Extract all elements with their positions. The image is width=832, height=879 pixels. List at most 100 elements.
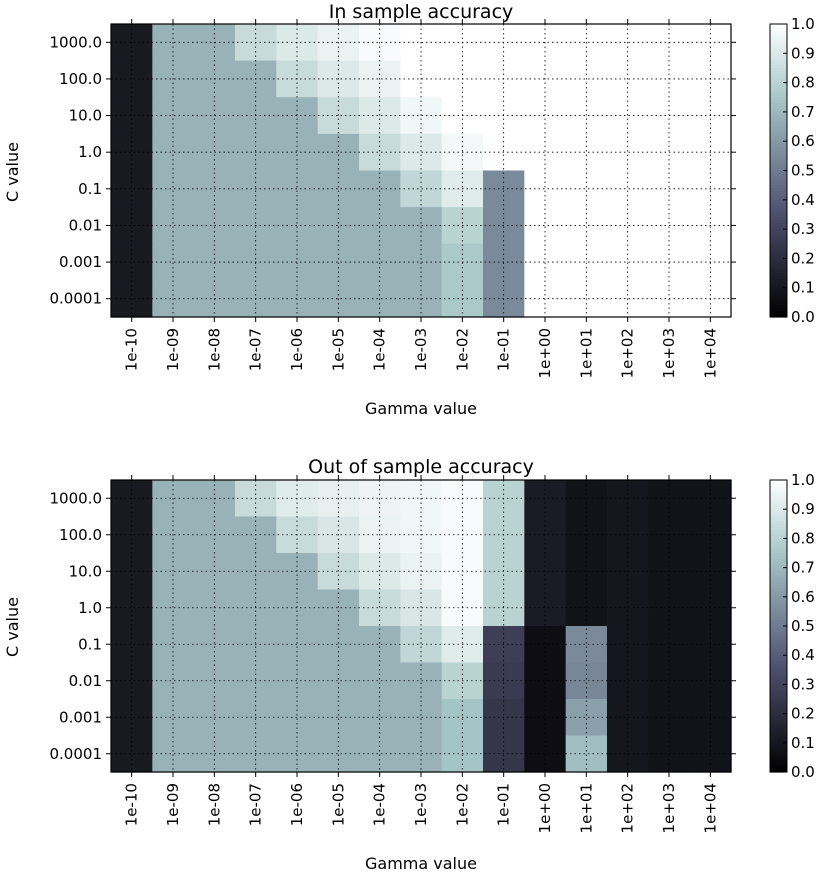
colorbar-tick-label: 0.3 bbox=[791, 220, 815, 238]
colorbar-segment bbox=[770, 293, 787, 298]
colorbar-segment bbox=[770, 237, 787, 242]
colorbar-segment bbox=[770, 217, 787, 221]
colorbar-segment bbox=[770, 155, 787, 160]
colorbar-segment bbox=[770, 553, 787, 557]
colorbar-tick-label: 0.2 bbox=[791, 249, 815, 267]
x-tick-label: 1e-08 bbox=[205, 328, 223, 371]
heatmap-cell bbox=[524, 662, 567, 700]
heatmap-cell bbox=[524, 170, 567, 208]
colorbar-segment bbox=[770, 135, 787, 139]
colorbar-segment bbox=[770, 164, 787, 169]
colorbar-segment bbox=[770, 497, 787, 502]
colorbar-segment bbox=[770, 88, 787, 92]
colorbar-segment bbox=[770, 535, 787, 539]
axis-ticks: 1000.0 100.0 10.0 1.0 0.1 0.01 0.001 0.0001 1e-1… bbox=[50, 475, 736, 833]
colorbar-segment bbox=[770, 754, 787, 758]
colorbar-segment bbox=[770, 220, 787, 224]
colorbar-segment bbox=[770, 152, 787, 157]
colorbar-segment bbox=[770, 602, 787, 607]
x-tick-label: 1e-03 bbox=[412, 328, 430, 371]
heatmap-cell bbox=[565, 699, 608, 737]
colorbar-segment bbox=[770, 564, 787, 569]
heatmap-cell bbox=[152, 170, 195, 208]
colorbar-segment bbox=[770, 120, 787, 125]
colorbar-segment bbox=[770, 699, 787, 703]
colorbar-tick-label: 0.9 bbox=[791, 44, 815, 62]
colorbar-segment bbox=[770, 123, 787, 128]
colorbar-segment bbox=[770, 299, 787, 303]
colorbar-segment bbox=[770, 211, 787, 216]
grid-lines bbox=[111, 24, 731, 317]
colorbar-segment bbox=[770, 599, 787, 604]
colorbar-segment bbox=[770, 515, 787, 519]
x-tick-label: 1e+04 bbox=[701, 328, 719, 378]
colorbar-segment bbox=[770, 710, 787, 715]
x-tick-label: 1e-04 bbox=[371, 783, 389, 826]
colorbar-segment bbox=[770, 769, 787, 773]
colorbar-segment bbox=[770, 766, 787, 770]
colorbar-tick-label: 0.3 bbox=[791, 675, 815, 693]
colorbar-tick-label: 0.5 bbox=[791, 162, 815, 180]
colorbar-segment bbox=[770, 252, 787, 257]
x-tick-label: 1e-09 bbox=[164, 328, 182, 371]
x-tick-label: 1e-10 bbox=[123, 328, 141, 371]
heatmap-cells bbox=[111, 24, 732, 318]
colorbar-segment bbox=[770, 32, 787, 37]
colorbar-segment bbox=[770, 719, 787, 723]
colorbar-segment bbox=[770, 550, 787, 554]
heatmap-cell bbox=[565, 589, 608, 627]
x-tick-label: 1e-06 bbox=[288, 328, 306, 371]
colorbar-segment bbox=[770, 643, 787, 648]
colorbar-segment bbox=[770, 614, 787, 618]
x-tick-label: 1e-04 bbox=[371, 328, 389, 371]
colorbar-segment bbox=[770, 658, 787, 662]
y-tick-label: 0.01 bbox=[69, 672, 102, 690]
colorbar-segment bbox=[770, 182, 787, 186]
colorbar-segment bbox=[770, 763, 787, 767]
colorbar-segment bbox=[770, 53, 787, 57]
colorbar-segment bbox=[770, 655, 787, 659]
colorbar-segment bbox=[770, 126, 787, 131]
y-tick-label: 0.001 bbox=[59, 708, 102, 726]
colorbar-tick-label: 0.4 bbox=[791, 646, 815, 664]
colorbar-segment bbox=[770, 681, 787, 685]
colorbar-segment bbox=[770, 631, 787, 636]
heatmap-cell bbox=[111, 626, 153, 664]
x-tick-label: 1e+01 bbox=[577, 783, 595, 833]
colorbar-segment bbox=[770, 196, 787, 201]
colorbar-segment bbox=[770, 509, 787, 513]
colorbar-segment bbox=[770, 179, 787, 183]
x-tick-label: 1e-08 bbox=[205, 783, 223, 826]
colorbar-segment bbox=[770, 243, 787, 248]
colorbar-segment bbox=[770, 249, 787, 254]
colorbar-segment bbox=[770, 103, 787, 107]
colorbar-segment bbox=[770, 270, 787, 274]
colorbar-segment bbox=[770, 29, 787, 34]
colorbar-tick-label: 0.2 bbox=[791, 705, 815, 723]
x-tick-label: 1e-03 bbox=[412, 783, 430, 826]
colorbar-segment bbox=[770, 687, 787, 691]
colorbar-segment bbox=[770, 111, 787, 116]
x-tick-label: 1e-01 bbox=[495, 783, 513, 826]
colorbar-tick-label: 1.0 bbox=[791, 15, 815, 33]
colorbar-tick-label: 0.8 bbox=[791, 74, 815, 92]
colorbar-segment bbox=[770, 757, 787, 761]
x-axis-label: Gamma value bbox=[365, 399, 477, 418]
colorbar-segment bbox=[770, 273, 787, 277]
colorbar-segment bbox=[770, 523, 787, 528]
colorbar-segment bbox=[770, 85, 787, 90]
x-tick-label: 1e+03 bbox=[660, 328, 678, 378]
colorbar-segment bbox=[770, 585, 787, 589]
colorbar-segment bbox=[770, 281, 787, 286]
colorbar-segment bbox=[770, 736, 787, 741]
heatmap-cell bbox=[607, 170, 649, 208]
heatmap-cell bbox=[317, 170, 360, 208]
colorbar-segment bbox=[770, 275, 787, 280]
colorbar-segment bbox=[770, 50, 787, 54]
colorbar-segment bbox=[770, 167, 787, 172]
y-tick-label: 0.1 bbox=[78, 635, 102, 653]
heatmap-cell bbox=[152, 662, 195, 700]
colorbar-segment bbox=[770, 745, 787, 750]
colorbar-segment bbox=[770, 590, 787, 595]
colorbar-segment bbox=[770, 35, 787, 40]
